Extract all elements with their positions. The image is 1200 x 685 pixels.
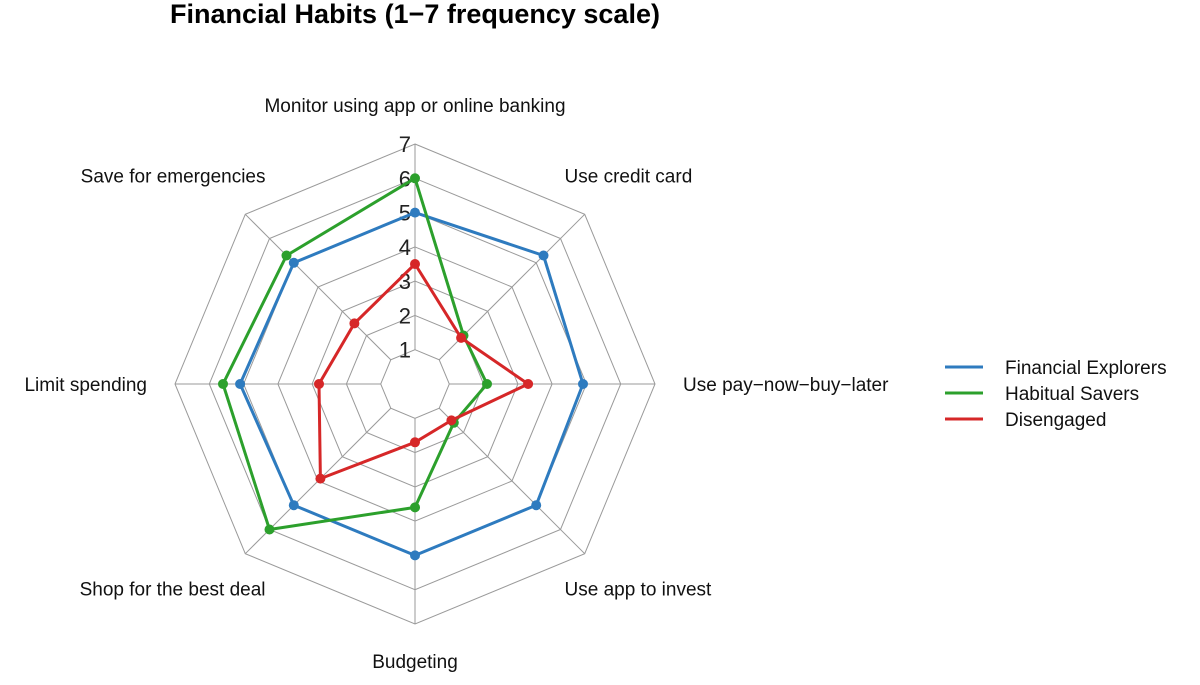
series-disengaged	[314, 259, 534, 484]
series-financial-explorers	[235, 207, 588, 561]
data-point	[264, 524, 275, 535]
legend-item: Disengaged	[945, 410, 1106, 431]
data-point	[410, 259, 420, 269]
axis-label: Shop for the best deal	[80, 580, 266, 601]
grid-ring-1	[380, 349, 450, 419]
axis-label: Use credit card	[565, 167, 693, 188]
legend-label: Financial Explorers	[1005, 358, 1167, 379]
data-point	[578, 379, 588, 389]
tick-label: 5	[399, 201, 411, 226]
legend-label: Disengaged	[1005, 410, 1106, 431]
data-point	[281, 250, 292, 261]
series-layer	[218, 173, 588, 561]
data-point	[235, 379, 246, 389]
data-point	[410, 173, 420, 184]
legend: Financial Explorers Habitual Savers Diseng…	[945, 358, 1167, 431]
data-point	[315, 473, 326, 484]
axis-spoke	[438, 407, 586, 555]
legend-label: Habitual Savers	[1005, 384, 1139, 405]
axis-label: Limit spending	[24, 375, 147, 396]
axis-spoke	[244, 213, 392, 361]
data-point	[288, 257, 299, 268]
legend-item: Habitual Savers	[945, 384, 1139, 405]
data-point	[410, 502, 420, 513]
series-habitual-savers	[218, 173, 492, 535]
data-point	[288, 500, 299, 511]
legend-item: Financial Explorers	[945, 358, 1167, 379]
axis-label: Budgeting	[372, 652, 458, 673]
data-point	[314, 379, 324, 389]
data-point	[531, 500, 542, 511]
series-line	[317, 262, 530, 481]
data-point	[456, 332, 467, 343]
tick-label: 1	[399, 338, 411, 363]
data-point	[410, 437, 420, 448]
axis-label: Use pay−now−buy−later	[683, 375, 889, 396]
axis-label: Monitor using app or online banking	[264, 96, 565, 117]
data-point	[218, 379, 228, 389]
data-point	[349, 318, 360, 329]
data-point	[410, 550, 420, 561]
data-point	[523, 379, 534, 389]
axis-labels: Monitor using app or online banking Use c…	[24, 96, 889, 673]
tick-label: 4	[399, 235, 411, 260]
tick-label: 2	[399, 303, 411, 328]
data-point	[538, 250, 549, 261]
data-point	[446, 415, 457, 426]
data-point	[482, 379, 492, 389]
axis-label: Use app to invest	[565, 580, 713, 601]
axis-label: Save for emergencies	[81, 167, 266, 188]
data-point	[410, 207, 420, 218]
chart-title: Financial Habits (1−7 frequency scale)	[170, 0, 660, 29]
tick-label: 7	[399, 132, 411, 157]
